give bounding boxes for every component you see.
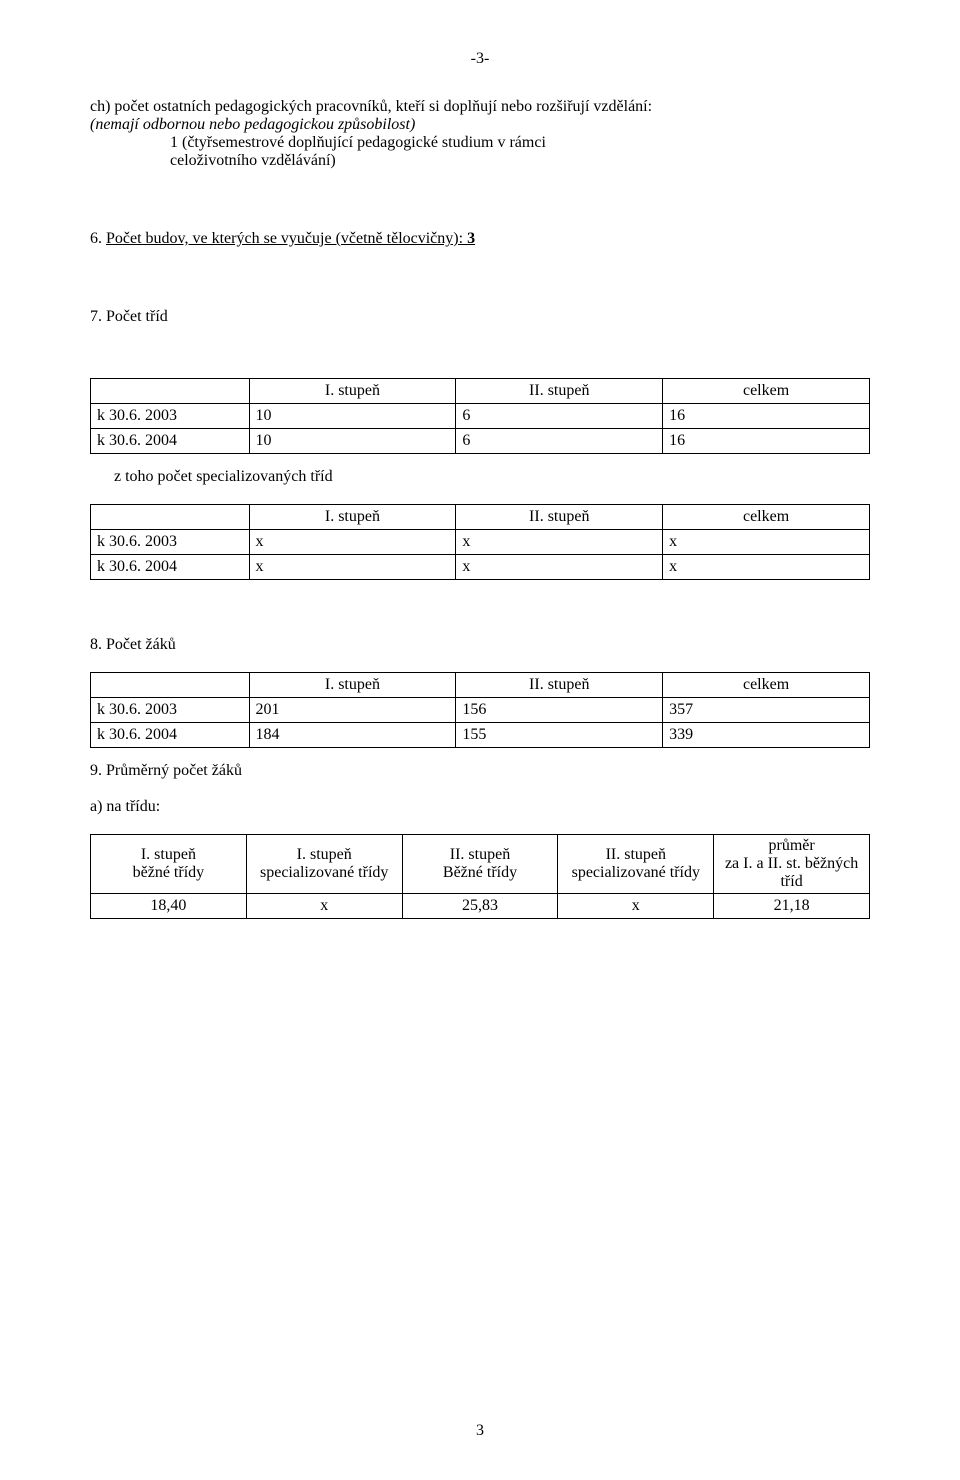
col-header: II. stupeň [456, 505, 663, 530]
table-9: I. stupeň běžné třídy I. stupeň speciali… [90, 834, 870, 919]
table-row: I. stupeň II. stupeň celkem [91, 505, 870, 530]
col-header: II. stupeň [456, 379, 663, 404]
cell-blank [91, 673, 250, 698]
table-row: k 30.6. 2004 10 6 16 [91, 429, 870, 454]
page-number-bottom: 3 [0, 1422, 960, 1440]
row-label: k 30.6. 2004 [91, 555, 250, 580]
cell-blank [91, 379, 250, 404]
section-8-title: 8. Počet žáků [90, 636, 870, 654]
table-row: k 30.6. 2003 201 156 357 [91, 698, 870, 723]
section-9-subtitle: a) na třídu: [90, 798, 870, 816]
cell-value: 201 [249, 698, 456, 723]
col-header: I. stupeň běžné třídy [91, 835, 247, 894]
cell-value: x [456, 530, 663, 555]
hdr-line1: I. stupeň [297, 846, 352, 863]
cell-value: 156 [456, 698, 663, 723]
cell-value: 16 [663, 404, 870, 429]
col-header: I. stupeň [249, 505, 456, 530]
cell-value: x [249, 530, 456, 555]
col-header: I. stupeň [249, 379, 456, 404]
hdr-line2: specializované třídy [572, 864, 700, 881]
cell-value: x [249, 555, 456, 580]
table-row: k 30.6. 2004 184 155 339 [91, 723, 870, 748]
col-header: celkem [663, 379, 870, 404]
cell-value: 184 [249, 723, 456, 748]
cell-value: 25,83 [402, 894, 558, 919]
table-row: I. stupeň II. stupeň celkem [91, 379, 870, 404]
col-header: II. stupeň Běžné třídy [402, 835, 558, 894]
col-header: celkem [663, 505, 870, 530]
cell-value: 10 [249, 429, 456, 454]
cell-value: x [558, 894, 714, 919]
col-header: I. stupeň specializované třídy [246, 835, 402, 894]
sec6-pre: 6. [90, 230, 106, 247]
row-label: k 30.6. 2003 [91, 530, 250, 555]
cell-value: 339 [663, 723, 870, 748]
cell-value: x [663, 555, 870, 580]
cell-value: 155 [456, 723, 663, 748]
cell-value: 21,18 [714, 894, 870, 919]
hdr-line1: průměr [768, 837, 814, 854]
table-row: k 30.6. 2003 10 6 16 [91, 404, 870, 429]
cell-value: 18,40 [91, 894, 247, 919]
section-7-title: 7. Počet tříd [90, 308, 870, 326]
col-header: II. stupeň specializované třídy [558, 835, 714, 894]
row-label: k 30.6. 2003 [91, 698, 250, 723]
sec-ch-line4: celoživotního vzdělávání) [90, 152, 870, 170]
cell-value: x [663, 530, 870, 555]
cell-value: 357 [663, 698, 870, 723]
col-header: průměr za I. a II. st. běžných tříd [714, 835, 870, 894]
hdr-line1: II. stupeň [450, 846, 510, 863]
sec7-subcaption: z toho počet specializovaných tříd [90, 468, 870, 486]
cell-value: 6 [456, 429, 663, 454]
col-header: celkem [663, 673, 870, 698]
cell-value: x [456, 555, 663, 580]
hdr-line2: běžné třídy [133, 864, 205, 881]
table-row: k 30.6. 2003 x x x [91, 530, 870, 555]
hdr-line2: Běžné třídy [443, 864, 517, 881]
sec6-underline: Počet budov, ve kterých se vyučuje (včet… [106, 230, 467, 247]
cell-blank [91, 505, 250, 530]
sec-ch-line2: (nemají odbornou nebo pedagogickou způso… [90, 116, 870, 134]
table-7b: I. stupeň II. stupeň celkem k 30.6. 2003… [90, 504, 870, 580]
page-number-top: -3- [90, 50, 870, 68]
table-row: k 30.6. 2004 x x x [91, 555, 870, 580]
sec-ch-line1: ch) počet ostatních pedagogických pracov… [90, 98, 652, 115]
hdr-line1: I. stupeň [141, 846, 196, 863]
hdr-line2: specializované třídy [260, 864, 388, 881]
table-row: 18,40 x 25,83 x 21,18 [91, 894, 870, 919]
cell-value: 6 [456, 404, 663, 429]
table-row: I. stupeň II. stupeň celkem [91, 673, 870, 698]
sec-ch-line3: 1 (čtyřsemestrové doplňující pedagogické… [90, 134, 870, 152]
table-row: I. stupeň běžné třídy I. stupeň speciali… [91, 835, 870, 894]
table-7a: I. stupeň II. stupeň celkem k 30.6. 2003… [90, 378, 870, 454]
row-label: k 30.6. 2004 [91, 723, 250, 748]
section-6: 6. Počet budov, ve kterých se vyučuje (v… [90, 230, 870, 248]
cell-value: x [246, 894, 402, 919]
row-label: k 30.6. 2003 [91, 404, 250, 429]
col-header: I. stupeň [249, 673, 456, 698]
cell-value: 16 [663, 429, 870, 454]
row-label: k 30.6. 2004 [91, 429, 250, 454]
cell-value: 10 [249, 404, 456, 429]
section-9-title: 9. Průměrný počet žáků [90, 762, 870, 780]
hdr-line1: II. stupeň [606, 846, 666, 863]
table-8: I. stupeň II. stupeň celkem k 30.6. 2003… [90, 672, 870, 748]
section-ch: ch) počet ostatních pedagogických pracov… [90, 98, 870, 170]
sec6-bold: 3 [467, 230, 475, 247]
hdr-line2: za I. a II. st. běžných tříd [725, 855, 858, 890]
col-header: II. stupeň [456, 673, 663, 698]
